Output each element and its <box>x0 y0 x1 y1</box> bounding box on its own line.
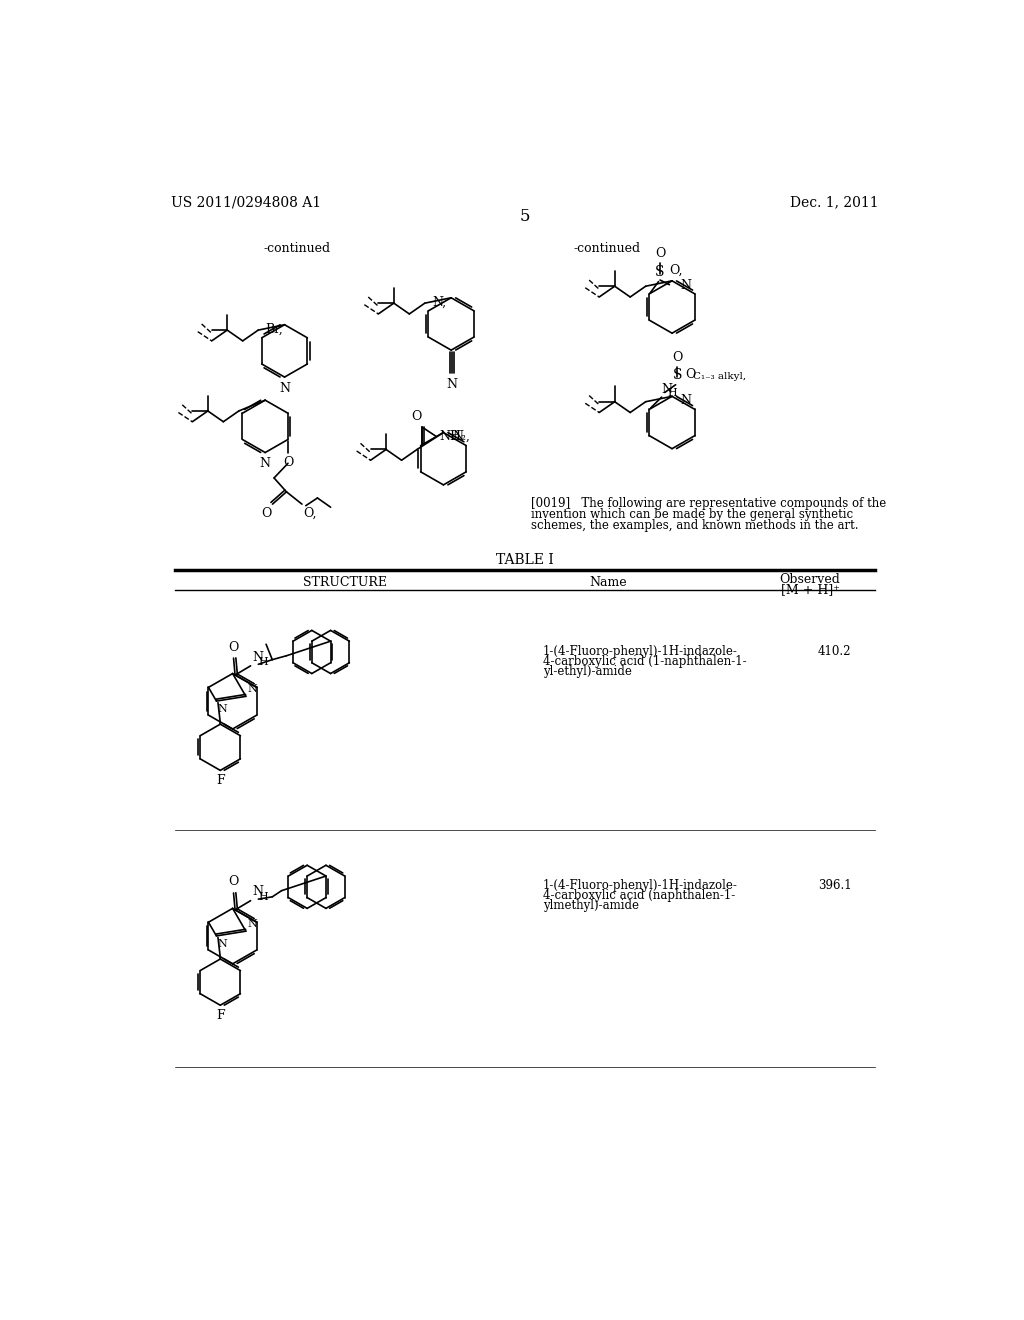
Text: schemes, the examples, and known methods in the art.: schemes, the examples, and known methods… <box>531 519 858 532</box>
Text: N: N <box>662 383 673 396</box>
Text: N: N <box>446 378 458 391</box>
Text: Dec. 1, 2011: Dec. 1, 2011 <box>791 195 879 210</box>
Text: yl-ethyl)-amide: yl-ethyl)-amide <box>543 665 632 678</box>
Text: F: F <box>216 1008 224 1022</box>
Text: 4-carboxylic acid (naphthalen-1-: 4-carboxylic acid (naphthalen-1- <box>543 890 735 902</box>
Text: H: H <box>258 657 268 668</box>
Text: 5: 5 <box>519 209 530 226</box>
Text: TABLE I: TABLE I <box>496 553 554 568</box>
Text: N,: N, <box>432 296 446 309</box>
Text: S: S <box>673 368 682 383</box>
Text: N: N <box>453 430 463 444</box>
Text: NH₂,: NH₂, <box>439 430 470 444</box>
Text: N: N <box>252 886 263 899</box>
Text: H: H <box>668 388 678 397</box>
Text: O: O <box>655 247 666 260</box>
Text: N: N <box>218 939 227 949</box>
Text: 410.2: 410.2 <box>818 645 851 659</box>
Text: N: N <box>218 704 227 714</box>
Text: F: F <box>216 775 224 787</box>
Text: N: N <box>260 457 270 470</box>
Text: 1-(4-Fluoro-phenyl)-1H-indazole-: 1-(4-Fluoro-phenyl)-1H-indazole- <box>543 879 737 892</box>
Text: O,: O, <box>670 264 683 277</box>
Text: STRUCTURE: STRUCTURE <box>303 576 387 589</box>
Text: O,: O, <box>303 507 317 520</box>
Text: O: O <box>228 640 239 653</box>
Text: N: N <box>248 919 257 929</box>
Text: O: O <box>261 507 271 520</box>
Text: -continued: -continued <box>263 242 331 255</box>
Text: N: N <box>280 381 290 395</box>
Text: O: O <box>283 457 293 470</box>
Text: 396.1: 396.1 <box>818 879 851 892</box>
Text: N: N <box>681 279 692 292</box>
Text: 1-(4-Fluoro-phenyl)-1H-indazole-: 1-(4-Fluoro-phenyl)-1H-indazole- <box>543 645 737 659</box>
Text: [M + H]⁺: [M + H]⁺ <box>780 582 840 595</box>
Text: Br,: Br, <box>265 322 284 335</box>
Text: S: S <box>655 264 665 279</box>
Text: N: N <box>252 651 263 664</box>
Text: O: O <box>686 368 696 381</box>
Text: [0019]   The following are representative compounds of the: [0019] The following are representative … <box>531 498 886 511</box>
Text: invention which can be made by the general synthetic: invention which can be made by the gener… <box>531 508 853 521</box>
Text: Name: Name <box>590 576 628 589</box>
Text: ylmethyl)-amide: ylmethyl)-amide <box>543 899 639 912</box>
Text: 4-carboxylic acid (1-naphthalen-1-: 4-carboxylic acid (1-naphthalen-1- <box>543 655 746 668</box>
Text: O: O <box>411 409 421 422</box>
Text: Observed: Observed <box>779 573 841 586</box>
Text: H: H <box>258 892 268 903</box>
Text: US 2011/0294808 A1: US 2011/0294808 A1 <box>171 195 321 210</box>
Text: -continued: -continued <box>573 242 641 255</box>
Text: O: O <box>672 351 682 364</box>
Text: N: N <box>681 395 692 407</box>
Text: C₁₋₃ alkyl,: C₁₋₃ alkyl, <box>693 372 746 381</box>
Text: N: N <box>248 684 257 694</box>
Text: O: O <box>228 875 239 888</box>
